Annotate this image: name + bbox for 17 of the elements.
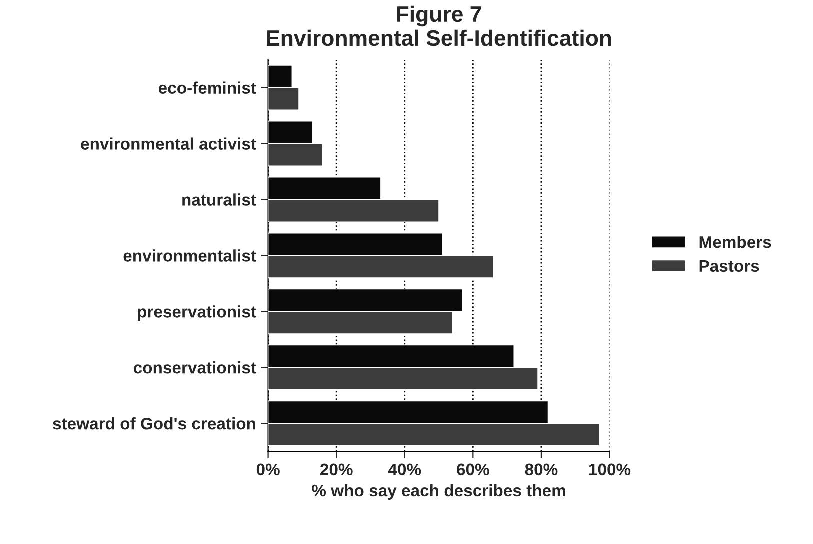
y-tick-label: conservationist [134,362,256,374]
y-tick-label: environmentalist [124,250,256,262]
y-tick-label: eco-feminist [158,82,256,94]
x-tick-label: 0% [256,464,280,476]
legend-label: Pastors [700,260,760,272]
x-tick-label: 60% [457,464,490,476]
y-tick-label: preservationist [138,306,256,322]
x-tick-label: 100% [589,464,631,476]
chart-title: Figure 7 Environmental Self-Identification [267,6,612,46]
x-tick-label: 40% [388,464,422,476]
x-tick-label: 20% [320,464,353,476]
y-tick-label: steward of God's creation [53,418,256,430]
x-axis-title: % who say each describes them [312,484,566,500]
y-tick-label: naturalist [182,194,256,206]
x-tick-label: 80% [525,464,558,476]
legend-label: Members [700,236,772,248]
y-tick-label: environmental activist [81,138,256,150]
